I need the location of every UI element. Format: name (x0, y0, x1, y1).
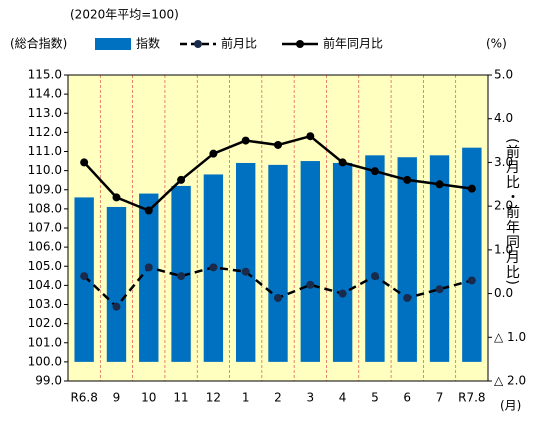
y2-unit: (%) (486, 37, 507, 51)
subtitle: (2020年平均=100) (70, 8, 179, 22)
x-tick-label: 3 (306, 391, 314, 405)
y-tick-label: 110.0 (28, 163, 62, 177)
marker (177, 175, 186, 184)
y-tick-label: 111.0 (28, 144, 62, 158)
marker (209, 149, 218, 158)
x-tick-label: 9 (113, 391, 121, 405)
plot-border (67, 74, 489, 382)
x-tick-label: 1 (242, 391, 250, 405)
y2-tick-label: 2.0 (494, 199, 513, 213)
y-tick-label: 107.0 (28, 221, 62, 235)
marker (112, 193, 121, 202)
marker (241, 267, 250, 276)
x-unit: (月) (500, 399, 521, 413)
y-tick-label: 99.0 (35, 374, 62, 388)
y-tick-label: 113.0 (28, 106, 62, 120)
bar (397, 157, 417, 362)
marker (403, 175, 412, 184)
x-tick-label: 4 (339, 391, 347, 405)
marker (241, 136, 250, 145)
x-tick-label: 6 (403, 391, 411, 405)
marker (274, 140, 282, 149)
bar (268, 164, 288, 362)
y-tick-label: 108.0 (28, 201, 62, 215)
y-tick-label: 114.0 (28, 87, 62, 101)
legend-label: 前年同月比 (323, 36, 383, 51)
y2-tick-label: 3.0 (494, 155, 513, 169)
y-tick-label: 112.0 (28, 125, 62, 139)
bar (365, 155, 385, 362)
y2-axis-label: (前月比・前年同月比) (504, 138, 520, 286)
x-tick-label: 12 (206, 391, 221, 405)
marker (467, 184, 476, 193)
bar (236, 162, 256, 362)
x-tick-label: R6.8 (70, 391, 97, 405)
legend-marker (194, 40, 202, 48)
y-tick-label: 101.0 (28, 335, 62, 349)
x-tick-label: 10 (141, 391, 156, 405)
y2-tick-label: 5.0 (494, 68, 513, 82)
marker (80, 272, 89, 281)
marker (435, 180, 444, 189)
marker (209, 263, 218, 272)
y-tick-label: 115.0 (28, 68, 62, 82)
marker (144, 206, 153, 215)
marker (338, 289, 347, 298)
legend-marker (296, 40, 304, 48)
legend-label: 指数 (136, 36, 160, 51)
bar (300, 161, 320, 362)
marker (177, 272, 186, 281)
y-tick-label: 102.0 (28, 316, 62, 330)
y-tick-label: 100.0 (28, 354, 62, 368)
y-tick-label: 104.0 (28, 278, 62, 292)
y2-tick-label: 1.0 (494, 242, 513, 256)
bar (462, 147, 482, 362)
y2-tick-label: 0.0 (494, 286, 513, 300)
marker (370, 272, 379, 281)
x-tick-label: 7 (436, 391, 444, 405)
y-tick-label: 106.0 (28, 240, 62, 254)
x-tick-label: 2 (274, 391, 282, 405)
bar (106, 206, 127, 362)
y2-tick-label: △ 2.0 (494, 374, 526, 388)
y-tick-label: 103.0 (28, 297, 62, 311)
marker (274, 293, 282, 302)
bar (429, 155, 450, 362)
marker (403, 293, 412, 302)
x-tick-label: 11 (173, 391, 188, 405)
marker (370, 167, 379, 176)
marker (80, 158, 89, 167)
legend-swatch (95, 38, 131, 50)
marker (112, 302, 121, 311)
y-tick-label: 105.0 (28, 259, 62, 273)
y2-tick-label: △ 1.0 (494, 330, 526, 344)
marker (467, 276, 476, 285)
legend-label: 前月比 (221, 36, 257, 51)
bar (139, 193, 159, 362)
marker (144, 263, 153, 272)
marker (338, 158, 347, 167)
marker (306, 280, 315, 289)
x-tick-label: 5 (371, 391, 379, 405)
marker (435, 285, 444, 294)
legend-title: (総合指数) (10, 36, 67, 51)
bar (332, 162, 353, 362)
y-tick-label: 109.0 (28, 182, 62, 196)
y2-tick-label: 4.0 (494, 111, 513, 125)
x-tick-label: R7.8 (458, 391, 485, 405)
marker (306, 132, 315, 141)
